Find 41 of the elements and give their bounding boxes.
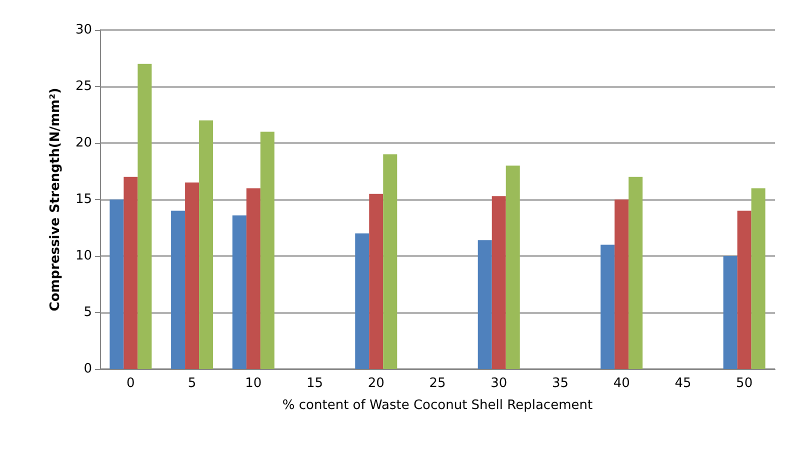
- bar: [185, 182, 200, 369]
- x-tick-label: 0: [126, 376, 135, 391]
- y-tick-label: 25: [75, 79, 92, 94]
- x-tick-label: 5: [188, 376, 196, 391]
- bar: [171, 210, 186, 369]
- bar: [260, 132, 274, 369]
- x-tick-label: 30: [490, 376, 508, 391]
- y-axis-title: Compressive Strength(N/mm²): [48, 88, 63, 312]
- bar: [199, 120, 214, 369]
- bar: [614, 200, 629, 369]
- bar: [628, 176, 643, 369]
- x-tick-label: 40: [613, 376, 630, 391]
- x-tick-label: 50: [736, 376, 753, 391]
- y-tick-label: 10: [75, 248, 92, 264]
- bar: [355, 233, 370, 369]
- x-tick-label: 20: [368, 376, 384, 391]
- bar: [124, 176, 138, 369]
- y-tick-label: 0: [84, 362, 92, 376]
- x-tick-label: 35: [552, 376, 568, 391]
- bar: [138, 64, 152, 369]
- x-tick-label: 10: [245, 376, 262, 391]
- y-tick-label: 5: [84, 305, 92, 320]
- x-tick-label: 45: [674, 376, 692, 391]
- bar: [478, 240, 492, 369]
- x-tick-label: 25: [429, 376, 446, 391]
- bar: [600, 244, 615, 369]
- bar: [737, 210, 752, 369]
- bar: [246, 188, 260, 369]
- x-axis-title: % content of Waste Coconut Shell Replacement: [282, 398, 593, 413]
- bar: [723, 256, 738, 369]
- bar: [492, 196, 506, 369]
- y-tick-label: 20: [75, 136, 92, 150]
- bar: [369, 194, 384, 369]
- y-tick-label: 15: [75, 192, 92, 207]
- y-tick-label: 30: [75, 22, 92, 38]
- x-tick-label: 15: [306, 376, 324, 391]
- bar: [232, 215, 246, 369]
- bar: [110, 200, 124, 369]
- bar: [751, 188, 766, 369]
- bar: [383, 154, 398, 369]
- bar: [506, 166, 520, 369]
